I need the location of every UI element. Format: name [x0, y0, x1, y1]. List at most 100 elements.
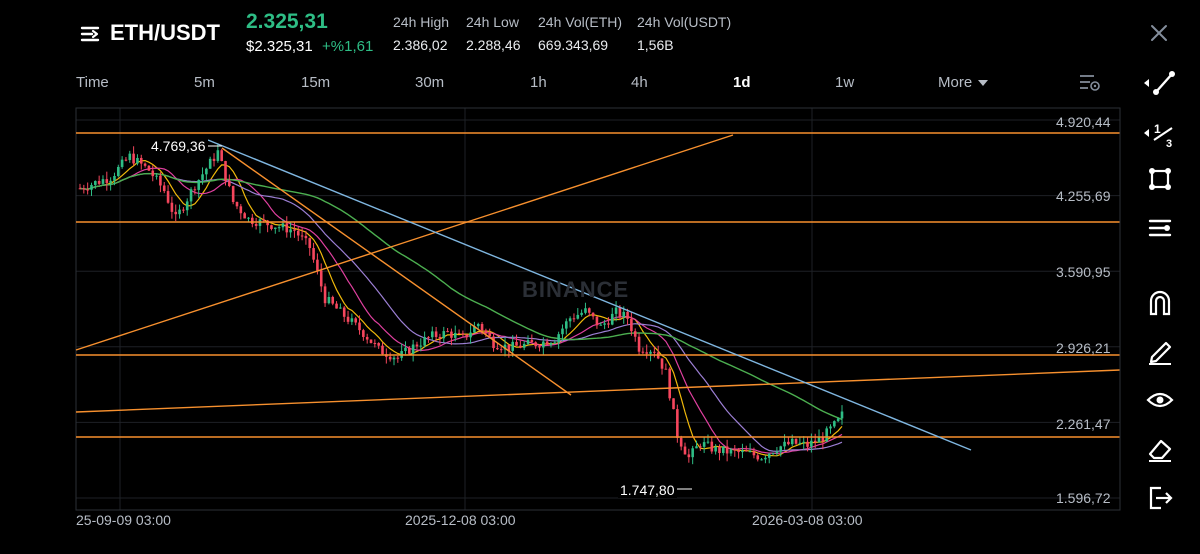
candle-up: [205, 168, 208, 175]
candle-down: [672, 398, 675, 410]
candle-up: [695, 446, 698, 449]
close-icon[interactable]: [1148, 22, 1170, 44]
candle-up: [649, 351, 652, 354]
candle-down: [308, 238, 312, 249]
candle-down: [427, 337, 430, 339]
candle-up: [798, 442, 802, 444]
candle-up: [476, 324, 480, 327]
candle-down: [492, 336, 495, 349]
candle-up: [185, 201, 189, 211]
svg-text:3: 3: [1166, 138, 1172, 150]
eye-icon[interactable]: [1141, 383, 1179, 417]
candle-down: [591, 312, 595, 317]
tab-more[interactable]: More: [938, 74, 989, 91]
candle-up: [829, 426, 832, 429]
candle-down: [538, 346, 541, 348]
shape-tool[interactable]: [1141, 163, 1179, 197]
chart-settings-icon[interactable]: [1078, 72, 1102, 94]
trend-line-tool[interactable]: [1141, 66, 1179, 100]
candle-up: [561, 328, 564, 335]
candle-down: [496, 348, 499, 350]
candle-down: [296, 230, 300, 236]
candle-down: [304, 235, 308, 239]
candle-down: [733, 449, 737, 451]
candle-up: [767, 453, 771, 458]
tab-more-label: More: [938, 74, 973, 91]
candle-down: [519, 345, 522, 348]
candle-down: [139, 157, 143, 164]
stat-value: 2.386,02: [393, 37, 448, 53]
moving-average-line: [79, 167, 843, 455]
candle-up: [810, 440, 813, 447]
tab-1h[interactable]: 1h: [530, 74, 547, 91]
candle-down: [530, 340, 534, 343]
stat-label: 24h Vol(USDT): [637, 14, 732, 30]
candle-up: [277, 227, 281, 229]
candle-down: [312, 248, 315, 260]
candle-up: [553, 342, 557, 344]
candle-down: [813, 440, 817, 443]
candle-up: [208, 158, 212, 169]
moving-average-line: [79, 172, 843, 452]
candle-down: [231, 186, 235, 202]
candle-down: [105, 179, 109, 183]
candle-up: [764, 457, 767, 460]
candle-up: [580, 312, 583, 315]
candle-down: [618, 307, 622, 317]
candle-down: [488, 332, 492, 337]
candle-up: [281, 223, 285, 228]
candle-down: [806, 441, 809, 447]
eraser-icon[interactable]: [1141, 432, 1179, 466]
candle-up: [706, 441, 710, 443]
candle-up: [576, 314, 580, 319]
exit-icon[interactable]: [1141, 481, 1179, 515]
candle-down: [756, 455, 760, 460]
candle-down: [124, 159, 128, 161]
candle-up: [802, 441, 806, 443]
candle-down: [143, 163, 147, 166]
tab-time[interactable]: Time: [76, 74, 109, 91]
candle-up: [128, 153, 132, 161]
candle-up: [557, 334, 560, 343]
candle-up: [404, 347, 407, 352]
candle-up: [155, 175, 158, 177]
candle-up: [90, 184, 93, 190]
tab-1w[interactable]: 1w: [835, 74, 855, 91]
tab-4h[interactable]: 4h: [631, 74, 648, 91]
candle-down: [388, 356, 392, 360]
candle-up: [247, 217, 250, 219]
candle-up: [136, 157, 139, 164]
candle-up: [526, 340, 530, 344]
candle-up: [94, 180, 97, 185]
candle-down: [262, 219, 266, 221]
pencil-icon[interactable]: [1141, 333, 1179, 367]
tab-1d[interactable]: 1d: [733, 74, 751, 91]
candle-down: [159, 175, 162, 186]
last-price: 2.325,31: [246, 10, 328, 33]
tab-5m[interactable]: 5m: [194, 74, 215, 91]
moving-average-lines: [79, 159, 843, 457]
magnet-icon[interactable]: [1141, 286, 1179, 320]
candle-down: [239, 206, 243, 214]
candle-down: [251, 217, 254, 224]
chart-grid: [76, 108, 1120, 510]
candle-down: [316, 259, 319, 271]
candle-down: [787, 441, 790, 445]
pair-title[interactable]: ETH/USDT: [110, 20, 220, 45]
candle-up: [411, 344, 415, 354]
candle-down: [415, 344, 419, 347]
menu-icon[interactable]: [80, 22, 106, 46]
tab-15m[interactable]: 15m: [301, 74, 331, 91]
candle-down: [86, 189, 89, 191]
candle-down: [319, 270, 323, 287]
candle-up: [783, 441, 786, 447]
candle-down: [335, 303, 338, 309]
candle-down: [396, 357, 400, 359]
candle-down: [534, 342, 537, 347]
candle-down: [633, 331, 637, 337]
text-tool[interactable]: [1141, 212, 1179, 246]
tab-30m[interactable]: 30m: [415, 74, 445, 91]
candle-up: [453, 332, 457, 338]
